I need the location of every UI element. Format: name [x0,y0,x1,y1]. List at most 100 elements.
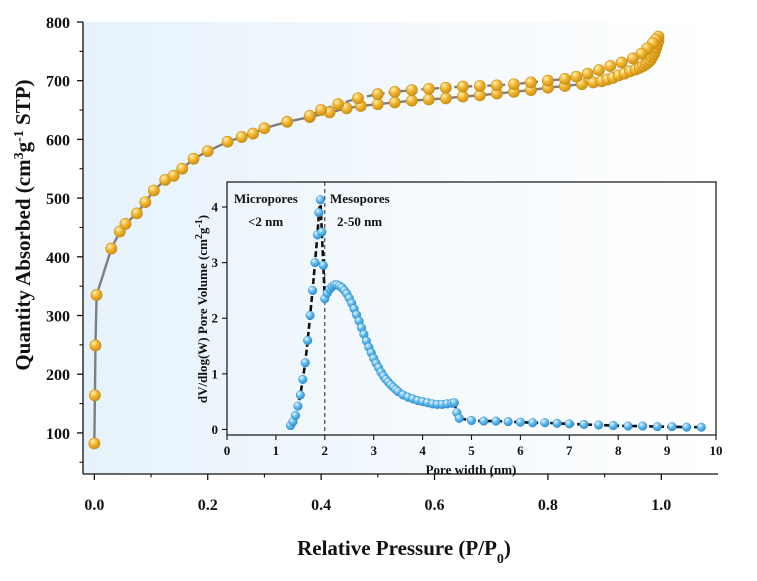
inset-data-point [594,420,604,430]
main-data-point [439,81,452,94]
main-y-tick-label: 800 [46,15,70,32]
main-data-point [281,115,294,128]
inset-y-axis-title: dV/dlog(W) Pore Volume (cm2g-1) [194,215,211,403]
main-ticks: 0.0 0.2 0.4 0.6 0.8 1.01002003004005006007008… [46,15,671,514]
main-data-point [119,218,132,230]
main-data-point [89,339,102,352]
inset-data-point [503,417,513,427]
main-data-point [422,83,435,95]
main-data-point [542,74,554,87]
main-x-tick-label: 0.0 [84,497,104,514]
inset-x-tick-label: 6 [517,443,524,458]
main-data-point [593,64,605,77]
inset-data-point [528,418,538,428]
main-data-point [604,60,617,72]
main-x-tick-label: 0.8 [538,497,558,514]
inset-data-point [552,418,562,428]
inset-data-point [667,422,677,432]
main-x-axis-title: Relative Pressure (P/P0) [297,536,511,567]
inset-x-tick-label: 4 [419,443,426,458]
inset-x-tick-label: 2 [322,443,329,458]
inset-x-tick-label: 3 [370,443,377,458]
inset-data-point [491,416,501,426]
micropores-range: <2 nm [248,214,283,229]
inset-x-axis-title: Pore width (nm) [426,462,517,477]
inset-y-tick-label: 0 [212,422,219,437]
main-y-tick-label: 100 [46,426,70,443]
inset-data-point [696,422,706,432]
main-y-tick-label: 300 [46,309,70,326]
inset-data-point [308,285,318,295]
inset-data-point [479,416,489,426]
inset-chart: 0 1 2 3 4 5 6 7 8 9 10 0 1 2 3 4 Micropores <2 nm Mesop… [194,181,723,477]
main-data-point [388,85,401,98]
main-data-point [422,93,435,106]
main-data-point [525,76,537,89]
inset-data-point [540,418,550,428]
main-data-point [456,80,469,93]
inset-ticks: 0 1 2 3 4 5 6 7 8 9 10 0 1 2 3 4 [212,200,723,458]
main-data-point [147,184,160,197]
inset-data-point [638,421,648,431]
main-x-tick-label: 1.0 [651,497,671,514]
main-data-point [352,92,364,105]
main-data-point [405,94,418,107]
main-data-point [439,92,452,105]
inset-data-point [564,419,574,429]
inset-data-point [314,208,324,218]
inset-y-tick-label: 4 [212,200,219,215]
main-data-point [130,207,143,220]
main-data-point [90,289,103,301]
main-x-tick-label: 0.2 [198,497,218,514]
inset-data-point [315,195,325,205]
inset-data-point [623,421,633,431]
main-data-point [247,127,259,140]
main-data-point [371,88,384,101]
mesopores-range: 2-50 nm [337,214,382,229]
inset-data-point [682,422,692,432]
inset-x-tick-label: 1 [273,443,280,458]
inset-data-point [295,390,305,400]
main-x-tick-label: 0.4 [311,497,331,514]
inset-data-point [608,420,618,431]
main-data-point [388,96,401,109]
main-data-point [187,152,200,165]
main-data-point [490,79,503,92]
inset-y-tick-label: 2 [212,311,219,326]
main-y-tick-label: 600 [46,132,70,149]
main-x-tick-label: 0.6 [425,497,445,514]
micropores-label: Micropores [234,191,298,206]
inset-data-point [303,335,313,346]
main-y-tick-label: 700 [46,74,70,91]
inset-y-tick-label: 1 [212,366,219,381]
inset-x-tick-label: 0 [224,443,231,458]
main-data-point [581,67,594,80]
inset-data-point [290,410,301,421]
inset-y-tick-label: 3 [212,255,219,270]
main-data-point [139,196,152,209]
main-data-point [473,80,486,92]
inset-data-point [293,401,303,411]
main-data-point [235,131,248,143]
inset-data-point [454,413,464,423]
inset-x-tick-label: 8 [615,443,622,458]
main-data-point [176,162,189,175]
inset-data-point [466,415,477,426]
main-data-point [332,98,345,111]
main-data-point [303,110,316,122]
main-data-point [88,437,101,450]
inset-data-point [317,227,327,237]
inset-x-tick-label: 5 [468,443,475,458]
inset-data-points [286,195,706,432]
main-data-point [570,70,583,83]
main-data-point [371,98,384,111]
inset-data-point [305,310,315,321]
inset-data-point [300,358,310,368]
main-y-tick-label: 500 [46,191,70,208]
inset-x-tick-label: 9 [664,443,671,458]
main-data-point [89,389,101,402]
mesopores-label: Mesopores [330,191,390,206]
main-data-points [88,30,665,450]
main-data-point [615,56,628,69]
main-data-point [315,104,328,116]
